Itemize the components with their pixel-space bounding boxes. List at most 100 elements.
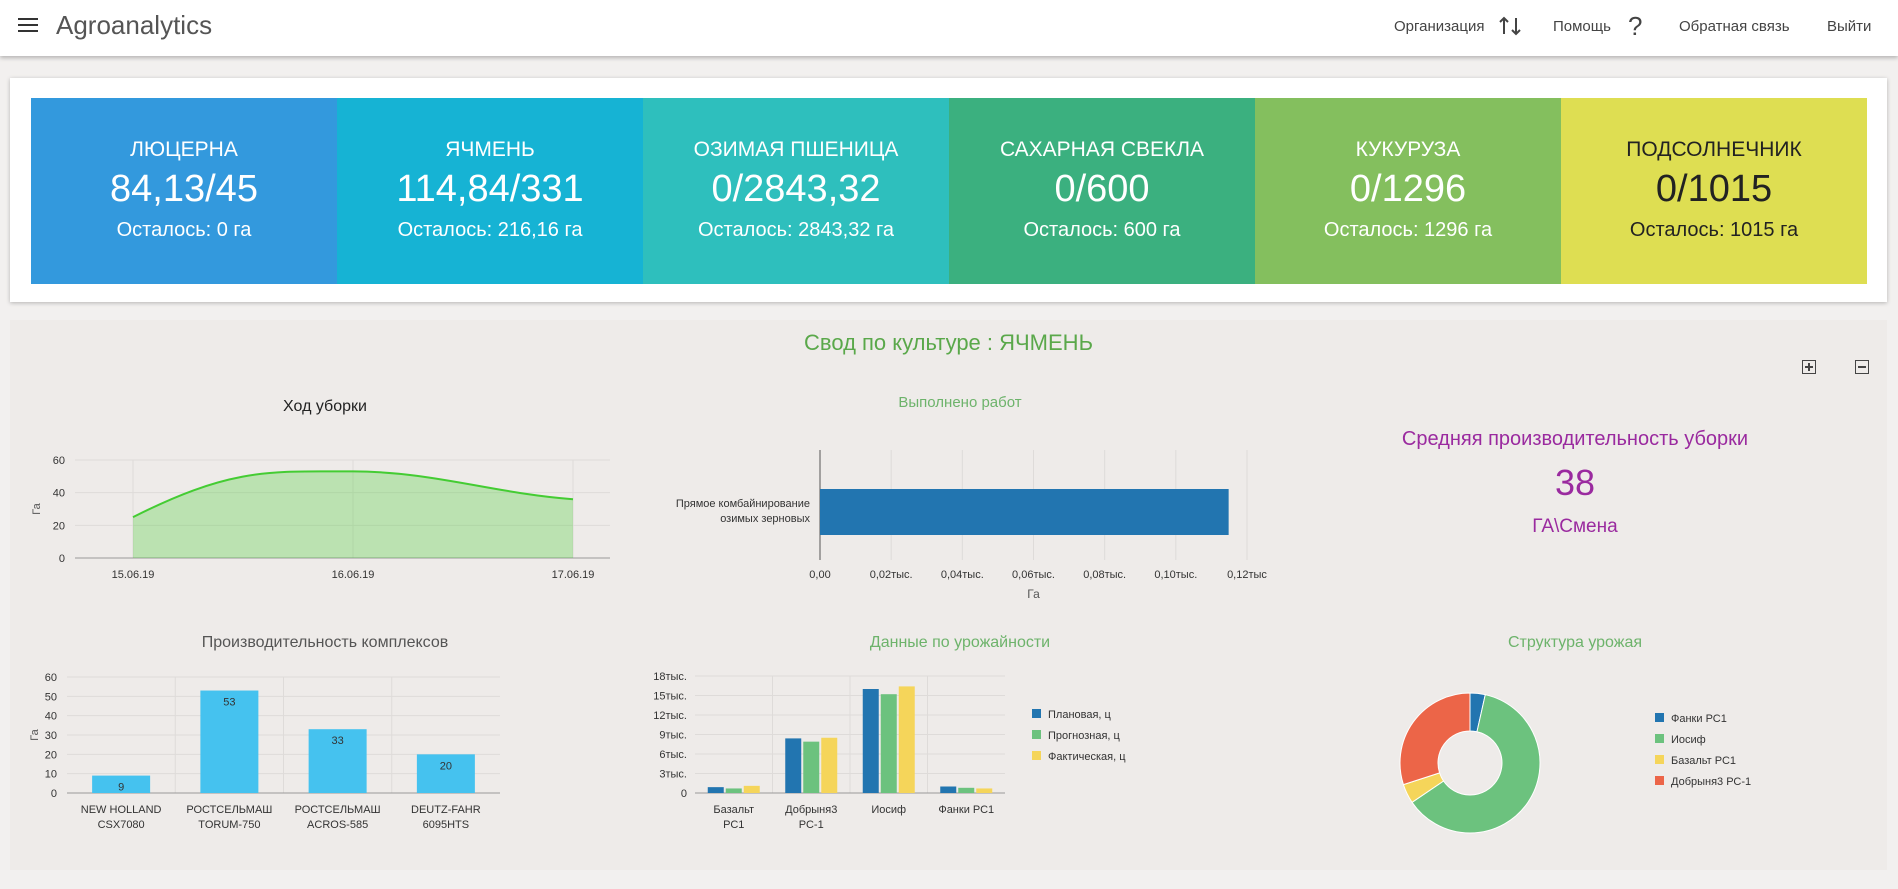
legend-label: Плановая, ц <box>1048 709 1112 721</box>
feedback-label: Обратная связь <box>1679 17 1790 35</box>
y-axis-label: Га <box>29 728 41 740</box>
legend-swatch <box>1032 709 1041 718</box>
bar <box>416 754 475 793</box>
chart-title-complexes: Производительность комплексов <box>201 634 449 651</box>
kpi-remaining: Осталось: 0 га <box>116 219 252 241</box>
y-tick-label: 50 <box>45 691 57 703</box>
y-category-label: Прямое комбайнирование <box>676 498 810 510</box>
expand-button[interactable] <box>1802 360 1816 374</box>
y-tick-label: 0 <box>59 553 65 565</box>
x-category-label: CSX7080 <box>98 819 145 831</box>
kpi-crop-name: ЯЧМЕНЬ <box>445 138 535 161</box>
help-button[interactable]: Помощь ? <box>1553 0 1643 52</box>
y-tick-label: 15тыс. <box>653 691 687 703</box>
y-tick-label: 40 <box>45 711 57 723</box>
x-tick-label: 16.06.19 <box>332 569 375 581</box>
y-tick-label: 60 <box>45 672 57 684</box>
kpi-tile-alfalfa[interactable]: ЛЮЦЕРНА 84,13/45 Осталось: 0 га <box>31 98 337 284</box>
question-icon: ? <box>1628 13 1642 39</box>
kpi-value: 0/1296 <box>1349 168 1467 210</box>
summary-title: Свод по культуре : ЯЧМЕНЬ <box>803 330 1094 355</box>
series-line <box>132 470 574 519</box>
kpi-tile-corn[interactable]: КУКУРУЗА 0/1296 Осталось: 1296 га <box>1255 98 1561 284</box>
complexes-bar-chart: 0 10 20 30 40 50 60 9 NEW HOLLAND CSX7080 53 РОСТСЕ… <box>29 672 500 831</box>
bar <box>92 775 151 793</box>
bar <box>200 690 259 793</box>
kpi-value: 0/600 <box>1054 168 1150 210</box>
kpi-crop-name: ЛЮЦЕРНА <box>130 138 238 161</box>
y-tick-label: 0 <box>51 788 57 800</box>
x-category-label: РС-1 <box>799 819 824 831</box>
plus-icon-stem <box>1808 363 1810 371</box>
organization-label: Организация <box>1394 17 1485 35</box>
legend-swatch <box>1032 751 1041 760</box>
x-category-label: Базальт <box>713 804 754 816</box>
bar <box>785 738 802 793</box>
y-axis-label: Га <box>31 502 43 514</box>
legend-swatch <box>1655 776 1664 785</box>
legend-label: Фактическая, ц <box>1048 751 1126 763</box>
collapse-button[interactable] <box>1855 360 1869 374</box>
x-category-label: NEW HOLLAND <box>81 804 162 816</box>
kpi-tile-sunflower[interactable]: ПОДСОЛНЕЧНИК 0/1015 Осталось: 1015 га <box>1561 98 1867 284</box>
chart-title-yield: Данные по урожайности <box>869 634 1051 651</box>
x-category-label: TORUM-750 <box>198 819 260 831</box>
avg-productivity-unit: ГА\Смена <box>1532 516 1618 537</box>
kpi-value: 84,13/45 <box>110 168 258 210</box>
bar <box>725 788 742 793</box>
x-category-label: Иосиф <box>871 804 906 816</box>
area-fill <box>133 471 573 558</box>
bar <box>880 694 897 793</box>
kpi-remaining: Осталось: 2843,32 га <box>698 219 894 241</box>
bar <box>862 689 879 793</box>
legend-label: Фанки РС1 <box>1671 713 1727 725</box>
bar <box>898 686 915 793</box>
y-tick-label: 9тыс. <box>659 730 687 742</box>
x-category-label: 6095HTS <box>423 819 469 831</box>
kpi-tile-sugar-beet[interactable]: САХАРНАЯ СВЕКЛА 0/600 Осталось: 600 га <box>949 98 1255 284</box>
feedback-link[interactable]: Обратная связь <box>1679 0 1790 52</box>
bar <box>976 788 993 793</box>
kpi-crop-name: КУКУРУЗА <box>1355 138 1461 161</box>
y-tick-label: 60 <box>53 455 65 467</box>
x-category-label: РОСТСЕЛЬМАШ <box>186 804 272 816</box>
y-tick-label: 30 <box>45 730 57 742</box>
data-label: 53 <box>223 697 235 709</box>
x-axis-label: Га <box>1027 587 1040 601</box>
avg-productivity-title: Средняя производительность уборки <box>1401 428 1749 450</box>
hamburger-menu-icon[interactable] <box>18 18 38 34</box>
bar <box>821 737 838 793</box>
y-tick-label: 40 <box>53 488 65 500</box>
app-title: Agroanalytics <box>56 10 213 40</box>
legend-label: Прогнозная, ц <box>1048 730 1121 742</box>
legend-label: Добрыня3 РС-1 <box>1671 776 1751 788</box>
pie-slice <box>1411 694 1541 834</box>
top-bar: Agroanalytics Организация Помощь ? Обрат… <box>0 0 1898 56</box>
kpi-remaining: Осталось: 600 га <box>1023 219 1181 241</box>
logout-link[interactable]: Выйти <box>1827 0 1871 52</box>
kpi-tile-winter-wheat[interactable]: ОЗИМАЯ ПШЕНИЦА 0/2843,32 Осталось: 2843,… <box>643 98 949 284</box>
x-tick-label: 0,00 <box>809 569 830 581</box>
y-tick-label: 6тыс. <box>659 749 687 761</box>
y-tick-label: 3тыс. <box>659 769 687 781</box>
y-tick-label: 10 <box>45 769 57 781</box>
kpi-crop-name: ПОДСОЛНЕЧНИК <box>1626 138 1802 161</box>
bar <box>820 489 1229 535</box>
kpi-value: 114,84/331 <box>396 168 584 210</box>
x-tick-label: 0,04тыс. <box>941 569 984 581</box>
bar <box>940 786 957 793</box>
legend-swatch <box>1655 755 1664 764</box>
x-tick-label: 0,10тыс. <box>1154 569 1197 581</box>
legend-label: Базальт РС1 <box>1671 755 1736 767</box>
chart-title-progress: Ход уборки <box>283 398 367 415</box>
x-tick-label: 17.06.19 <box>552 569 595 581</box>
help-label: Помощь <box>1553 17 1611 35</box>
yield-bar-chart: 0 3тыс. 6тыс. 9тыс. 12тыс. 15тыс. 18тыс. Базаль… <box>653 671 1126 831</box>
bar <box>308 729 367 793</box>
x-tick-label: 0,06тыс. <box>1012 569 1055 581</box>
kpi-tile-barley[interactable]: ЯЧМЕНЬ 114,84/331 Осталось: 216,16 га <box>337 98 643 284</box>
organization-button[interactable]: Организация <box>1394 0 1524 52</box>
minus-icon <box>1858 366 1866 368</box>
x-tick-label: 0,08тыс. <box>1083 569 1126 581</box>
legend-swatch <box>1655 734 1664 743</box>
